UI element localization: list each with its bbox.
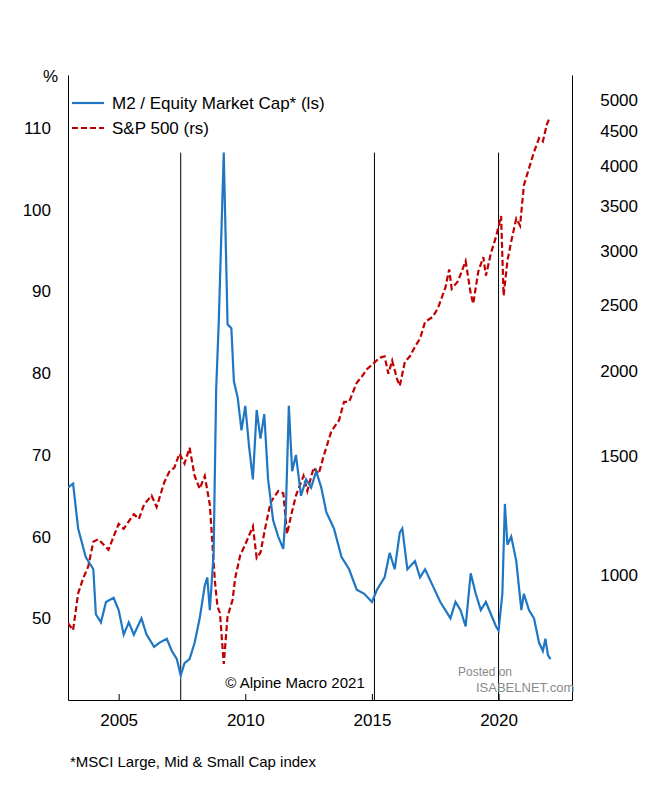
y-axis-tick: 110 <box>24 119 68 138</box>
y2-axis-tick: 3000 <box>572 242 638 261</box>
reference-line <box>374 153 375 700</box>
y2-axis-tick: 1000 <box>572 566 638 585</box>
y-axis-tick-label: 100 <box>23 201 51 220</box>
y2-axis-tick-label: 3500 <box>600 197 638 216</box>
y2-axis-tick: 4000 <box>572 157 638 176</box>
y2-axis-line <box>572 76 573 701</box>
y-axis-tick-label: 60 <box>32 528 51 547</box>
y-axis-tick: 70 <box>32 446 68 465</box>
y2-axis-tick-label: 5000 <box>600 91 638 110</box>
y2-axis-tick: 2500 <box>572 296 638 315</box>
x-axis-tick-mark <box>119 694 120 700</box>
chart-svg: 2005 2010 2015 2020 50 60 70 80 90 100 110 1000 1500… <box>0 0 660 800</box>
legend-swatch <box>72 127 104 129</box>
y2-axis-tick-label: 4000 <box>600 157 638 176</box>
y2-axis-tick: 2000 <box>572 362 638 381</box>
x-axis-tick-label: 2020 <box>480 711 518 730</box>
y-axis-tick: 50 <box>32 609 68 628</box>
watermark: Posted on <box>458 665 512 679</box>
plot-area <box>68 119 550 700</box>
y2-axis-tick: 3500 <box>572 197 638 216</box>
x-axis: 2005 2010 2015 2020 <box>69 694 573 730</box>
legend-swatch <box>72 102 104 104</box>
y-axis-line <box>68 76 69 701</box>
x-axis-line <box>69 700 573 701</box>
y2-axis-tick-label: 2000 <box>600 362 638 381</box>
y2-axis-tick-label: 1500 <box>600 447 638 466</box>
reference-line <box>180 153 181 700</box>
y-axis-tick-label: 50 <box>32 609 51 628</box>
y-axis-tick-label: 110 <box>24 119 51 138</box>
y-axis-tick-label: 90 <box>32 282 51 301</box>
y-axis-tick-label: 70 <box>32 446 51 465</box>
series-line <box>68 119 549 664</box>
y2-axis-tick-label: 4500 <box>600 122 638 141</box>
x-axis-tick: 2010 <box>227 694 265 730</box>
legend: M2 / Equity Market Cap* (ls) S&P 500 (rs) <box>72 94 325 138</box>
x-axis-tick: 2005 <box>100 694 138 730</box>
y2-axis-tick: 1500 <box>572 447 638 466</box>
legend-label: M2 / Equity Market Cap* (ls) <box>112 94 325 113</box>
footnote: *MSCI Large, Mid & Small Cap index <box>70 753 316 770</box>
y2-axis-tick-label: 3000 <box>600 242 638 261</box>
y-axis-tick-label: 80 <box>32 364 51 383</box>
series-line <box>68 153 550 676</box>
y-axis-tick: 90 <box>32 282 68 301</box>
y-axis-tick: 60 <box>32 528 68 547</box>
legend-label: S&P 500 (rs) <box>112 119 209 138</box>
x-axis-tick-mark <box>372 694 373 700</box>
y-axis: 50 60 70 80 90 100 110 <box>23 76 69 701</box>
y2-axis-tick: 5000 <box>572 91 638 110</box>
credit: © Alpine Macro 2021 <box>225 674 364 691</box>
x-axis-tick-mark <box>245 694 246 700</box>
x-axis-tick-label: 2010 <box>227 711 265 730</box>
x-axis-tick-label: 2005 <box>100 711 138 730</box>
y-axis-tick: 100 <box>23 201 68 220</box>
y2-axis-tick: 4500 <box>572 122 638 141</box>
x-axis-tick: 2015 <box>354 694 392 730</box>
watermark: ISABELNET.com <box>476 680 574 695</box>
y2-axis-tick-label: 1000 <box>600 566 638 585</box>
chart-container: 2005 2010 2015 2020 50 60 70 80 90 100 110 1000 1500… <box>0 0 660 800</box>
y-axis-title: % <box>43 67 58 86</box>
x-axis-tick-label: 2015 <box>354 711 392 730</box>
y-axis-tick: 80 <box>32 364 68 383</box>
y2-axis-tick-label: 2500 <box>600 296 638 315</box>
y2-axis: 1000 1500 2000 2500 3000 3500 4000 4500 5000 <box>572 76 638 701</box>
